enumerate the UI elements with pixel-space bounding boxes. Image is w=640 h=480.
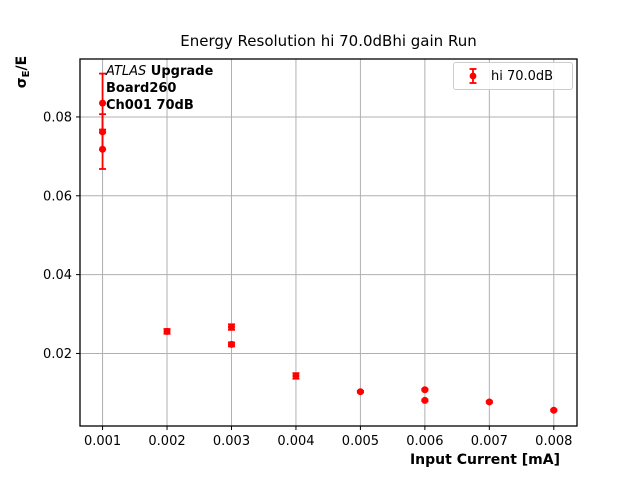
data-point — [99, 99, 107, 107]
data-point — [421, 386, 429, 394]
ylabel-sigma: σ — [14, 77, 30, 89]
x-tick-label: 0.001 — [84, 434, 121, 449]
annotation-line-3: Ch001 70dB — [106, 98, 194, 113]
x-tick-label: 0.008 — [535, 434, 572, 449]
data-point — [485, 398, 493, 406]
y-tick-label: 0.06 — [43, 189, 72, 204]
x-tick-label: 0.004 — [277, 434, 314, 449]
x-tick-label: 0.007 — [471, 434, 508, 449]
data-point — [227, 340, 235, 348]
data-point — [99, 128, 107, 136]
data-point — [292, 372, 300, 380]
legend-label: hi 70.0dB — [491, 68, 554, 84]
annotation-atlas: ATLAS — [106, 64, 147, 79]
x-tick-label: 0.005 — [342, 434, 379, 449]
data-point — [99, 145, 107, 153]
annotation-upgrade: Upgrade — [146, 64, 214, 79]
data-point — [163, 327, 171, 335]
data-point — [356, 388, 364, 396]
legend: hi 70.0dB — [453, 62, 573, 90]
y-axis-label: σE/E — [14, 41, 32, 103]
data-point — [421, 396, 429, 404]
axes-frame — [79, 58, 578, 427]
ylabel-subscript: E — [21, 70, 32, 78]
y-tick-label: 0.04 — [43, 268, 72, 283]
x-tick-label: 0.002 — [148, 434, 185, 449]
data-point — [550, 406, 558, 414]
annotation-block: ATLAS Upgrade Board260 Ch001 70dB — [106, 63, 213, 114]
legend-errorbar-icon — [469, 68, 477, 84]
x-tick-label: 0.006 — [406, 434, 443, 449]
y-tick-label: 0.08 — [43, 110, 72, 125]
y-tick-label: 0.02 — [43, 347, 72, 362]
chart-title: Energy Resolution hi 70.0dBhi gain Run — [180, 32, 477, 50]
annotation-line-1: ATLAS Upgrade — [106, 63, 213, 80]
data-point — [227, 323, 235, 331]
x-axis-label: Input Current [mA] — [409, 452, 560, 468]
annotation-line-2: Board260 — [106, 81, 177, 96]
ylabel-rest: /E — [14, 55, 30, 71]
x-tick-label: 0.003 — [213, 434, 250, 449]
